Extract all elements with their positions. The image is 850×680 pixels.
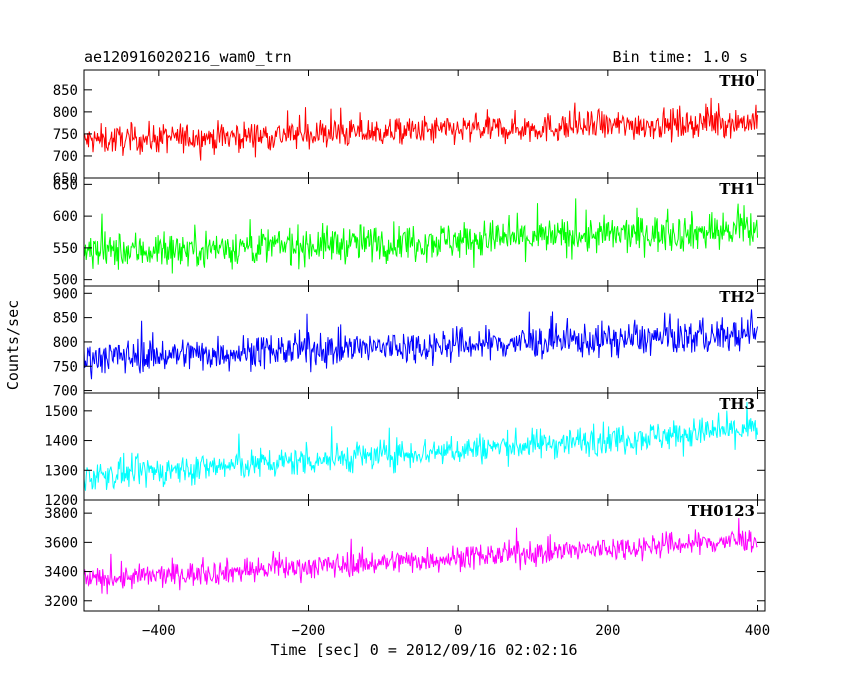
x-tick-label: 200	[595, 623, 620, 639]
y-tick-label: 800	[53, 105, 78, 121]
y-tick-label: 700	[53, 384, 78, 400]
x-tick-label: 400	[745, 623, 770, 639]
x-tick-label: 0	[454, 623, 462, 639]
panel-frame	[83, 392, 766, 501]
x-tick-label: −200	[292, 623, 326, 639]
panel-th3: 1200 1300 1400 1500 TH3	[44, 392, 766, 509]
y-tick-label: 500	[53, 273, 78, 289]
y-tick-label: 3400	[44, 565, 78, 581]
panel-label: TH0	[719, 72, 755, 90]
y-tick-label: 850	[53, 83, 78, 99]
y-tick-label: 1300	[44, 463, 78, 479]
panels: 650 700 750 800 850 TH0 500 550 600 650 TH1 700 750 8…	[44, 69, 770, 639]
y-tick-label: 850	[53, 311, 78, 327]
y-tick-label: 1500	[44, 404, 78, 420]
panel-label: TH3	[719, 395, 755, 413]
y-tick-label: 750	[53, 127, 78, 143]
y-tick-label: 1200	[44, 493, 78, 509]
panel-th2: 700 750 800 850 900 TH2	[53, 285, 766, 400]
panel-label: TH2	[719, 288, 755, 306]
y-tick-label: 750	[53, 359, 78, 375]
y-tick-label: 3200	[44, 594, 78, 610]
y-tick-label: 900	[53, 286, 78, 302]
y-tick-label: 550	[53, 241, 78, 257]
bin-time-label: Bin time: 1.0 s	[613, 48, 748, 66]
panel-frame	[83, 499, 766, 612]
series-line-th2	[84, 309, 758, 380]
x-axis-label: Time [sec] 0 = 2012/09/16 02:02:16	[270, 641, 577, 659]
y-tick-label: 650	[53, 171, 78, 187]
y-tick-label: 650	[53, 177, 78, 193]
panel-label: TH1	[719, 180, 755, 198]
panel-th0123: 3200 3400 3600 3800 TH0123	[44, 499, 766, 612]
y-axis-label: Counts/sec	[4, 300, 22, 390]
panel-th0: 650 700 750 800 850 TH0	[53, 69, 766, 187]
y-tick-label: 1400	[44, 434, 78, 450]
series-line-th3	[84, 401, 758, 491]
chart-title: ae120916020216_wam0_trn	[84, 48, 292, 66]
panel-th1: 500 550 600 650 TH1	[53, 177, 766, 289]
y-tick-label: 3600	[44, 535, 78, 551]
series-line-th1	[84, 198, 758, 274]
y-tick-label: 700	[53, 149, 78, 165]
panel-label: TH0123	[688, 502, 755, 520]
series-line-th0	[84, 97, 758, 161]
y-tick-label: 800	[53, 335, 78, 351]
x-tick-label: −400	[142, 623, 176, 639]
y-tick-label: 600	[53, 209, 78, 225]
series-line-th0123	[84, 518, 758, 595]
y-tick-label: 3800	[44, 506, 78, 522]
